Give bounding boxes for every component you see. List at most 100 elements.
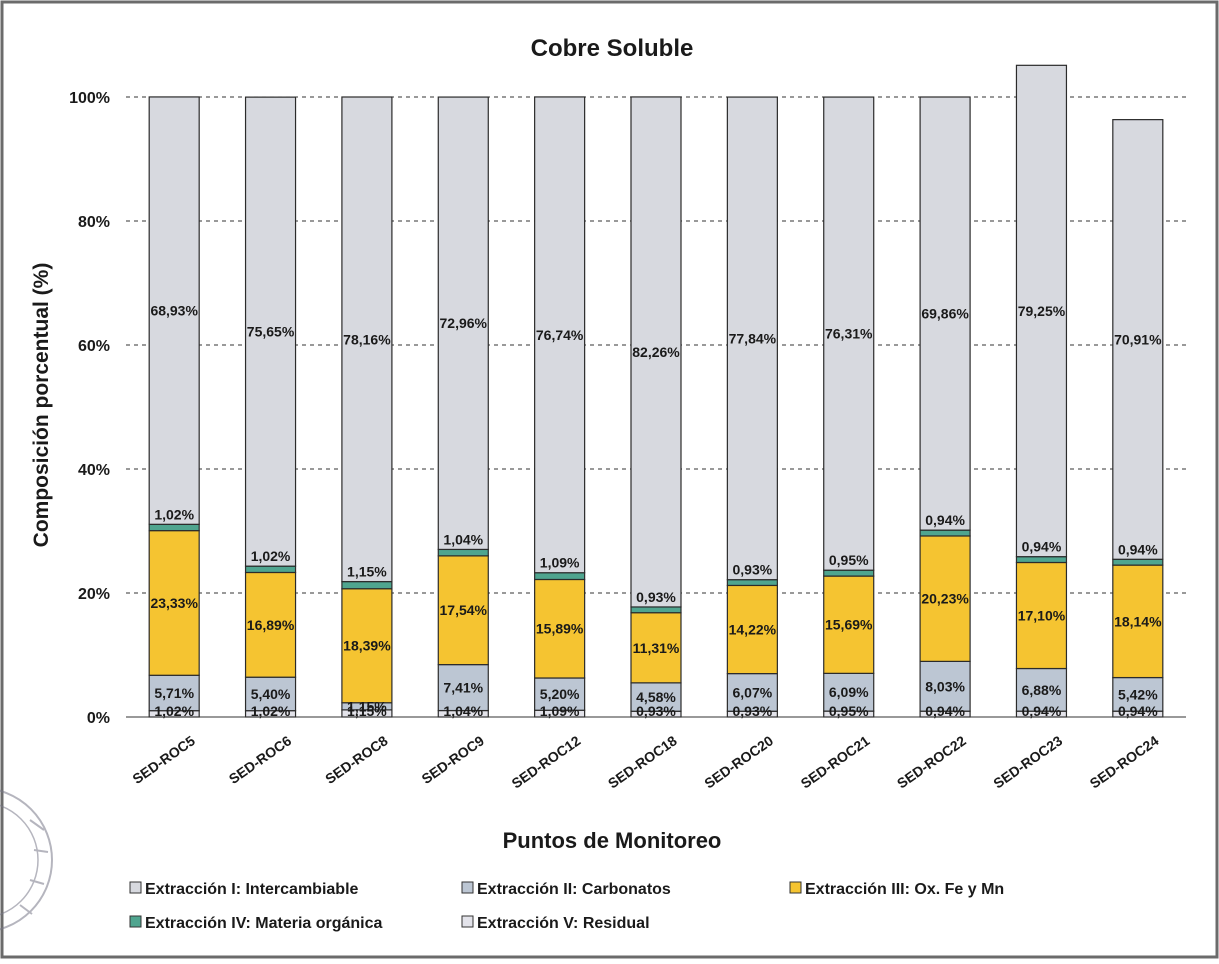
data-label: 7,41% <box>443 680 483 696</box>
data-labels: 1,02%5,71%23,33%1,02%68,93%1,02%5,40%16,… <box>150 303 1162 719</box>
bar-segment-3-3 <box>437 548 489 557</box>
data-label: 1,15% <box>347 703 387 719</box>
bar-segment-8-1 <box>919 660 971 712</box>
bar-segment-6-1 <box>726 672 778 712</box>
legend-label: Extracción I: Intercambiable <box>145 881 359 898</box>
data-label: 11,31% <box>633 640 680 656</box>
data-label: 76,74% <box>536 327 584 343</box>
data-label: 0,93% <box>636 703 676 719</box>
bar-segment-0-4 <box>148 96 200 525</box>
official-seal-stamp <box>0 789 53 931</box>
bar-segment-10-2 <box>1112 564 1164 679</box>
data-label: 0,93% <box>636 589 676 605</box>
data-label: 6,88% <box>1022 682 1062 698</box>
legend-item: Extracción IV: Materia orgánica <box>129 915 383 932</box>
data-label: 20,23% <box>921 591 969 607</box>
bar-segment-1-1 <box>244 676 297 712</box>
data-label: 0,93% <box>733 562 773 578</box>
bar-segment-6-2 <box>726 584 778 675</box>
data-label: 76,31% <box>825 326 873 342</box>
x-axis-title: Puntos de Monitoreo <box>503 828 722 853</box>
data-label: 5,20% <box>540 686 580 702</box>
legend-item: Extracción I: Intercambiable <box>129 881 359 898</box>
data-label: 1,15% <box>347 564 387 580</box>
data-label: 1,04% <box>443 531 483 547</box>
bar-segment-4-1 <box>534 677 586 711</box>
bar-segment-9-4 <box>1015 64 1068 558</box>
data-label: 75,65% <box>247 324 295 340</box>
bars <box>148 64 1164 718</box>
legend-swatch <box>129 915 142 928</box>
data-label: 5,71% <box>154 685 194 701</box>
legend-item: Extracción III: Ox. Fe y Mn <box>789 881 1004 898</box>
bar-segment-7-4 <box>823 96 875 571</box>
data-label: 0,93% <box>733 703 773 719</box>
bar-segment-5-1 <box>630 682 682 712</box>
legend-label: Extracción III: Ox. Fe y Mn <box>805 881 1004 898</box>
data-label: 1,04% <box>443 703 483 719</box>
data-label: 18,39% <box>343 638 391 654</box>
bar-segment-3-2 <box>437 555 489 666</box>
y-axis-title: Composición porcentual (%) <box>30 263 53 548</box>
data-label: 1,02% <box>251 703 291 719</box>
bar-segment-5-2 <box>630 612 682 684</box>
data-label: 0,94% <box>1022 703 1062 719</box>
data-label: 5,40% <box>251 686 291 702</box>
data-label: 16,89% <box>247 617 295 633</box>
data-label: 0,94% <box>1118 541 1158 557</box>
data-label: 0,94% <box>1118 703 1158 719</box>
data-label: 79,25% <box>1018 303 1066 319</box>
bar-segment-0-3 <box>148 523 200 532</box>
data-label: 1,09% <box>540 703 580 719</box>
y-tick-label: 0% <box>87 710 110 727</box>
legend: Extracción I: Intercambiable Extracción I… <box>129 881 1004 932</box>
bar-segment-10-4 <box>1112 119 1164 560</box>
bar-segment-2-2 <box>341 588 393 704</box>
data-label: 1,02% <box>154 506 194 522</box>
data-label: 23,33% <box>150 595 198 611</box>
bar-segment-1-2 <box>244 571 297 678</box>
data-label: 17,54% <box>440 602 488 618</box>
data-label: 1,02% <box>154 703 194 719</box>
bar-segment-7-3 <box>823 569 875 577</box>
data-label: 1,09% <box>540 555 580 571</box>
data-label: 1,15% <box>347 698 387 714</box>
bar-segment-8-2 <box>919 535 971 662</box>
legend-label: Extracción II: Carbonatos <box>477 881 671 898</box>
data-label: 15,69% <box>825 617 873 633</box>
data-label: 82,26% <box>632 344 680 360</box>
data-label: 18,14% <box>1114 613 1162 629</box>
bar-segment-4-3 <box>534 572 586 581</box>
data-label: 0,95% <box>829 552 869 568</box>
bar-segment-0-1 <box>148 674 200 712</box>
legend-swatch <box>461 881 474 894</box>
chart-title: Cobre Soluble <box>531 35 694 62</box>
bar-segment-4-4 <box>534 96 586 574</box>
y-tick-label: 60% <box>78 338 110 355</box>
bar-segment-1-3 <box>244 565 297 574</box>
bar-segment-5-4 <box>630 96 682 608</box>
bar-segment-7-2 <box>823 575 875 674</box>
legend-label: Extracción V: Residual <box>477 915 650 932</box>
bar-segment-4-2 <box>534 578 586 679</box>
data-label: 1,02% <box>251 548 291 564</box>
bar-segment-1-4 <box>244 96 297 567</box>
bar-segment-3-1 <box>437 664 489 712</box>
data-label: 0,95% <box>829 703 869 719</box>
data-label: 72,96% <box>440 315 488 331</box>
data-label: 6,07% <box>733 684 773 700</box>
data-label: 8,03% <box>925 678 965 694</box>
legend-swatch <box>129 881 142 894</box>
y-tick-label: 20% <box>78 586 110 603</box>
y-tick-label: 80% <box>78 214 110 231</box>
bar-segment-6-4 <box>726 96 778 581</box>
data-label: 69,86% <box>921 306 969 322</box>
bar-segment-3-4 <box>437 96 489 551</box>
data-label: 14,22% <box>729 622 777 638</box>
bar-segment-8-3 <box>919 529 971 537</box>
y-tick-label: 40% <box>78 462 110 479</box>
bar-segment-9-1 <box>1015 667 1068 712</box>
